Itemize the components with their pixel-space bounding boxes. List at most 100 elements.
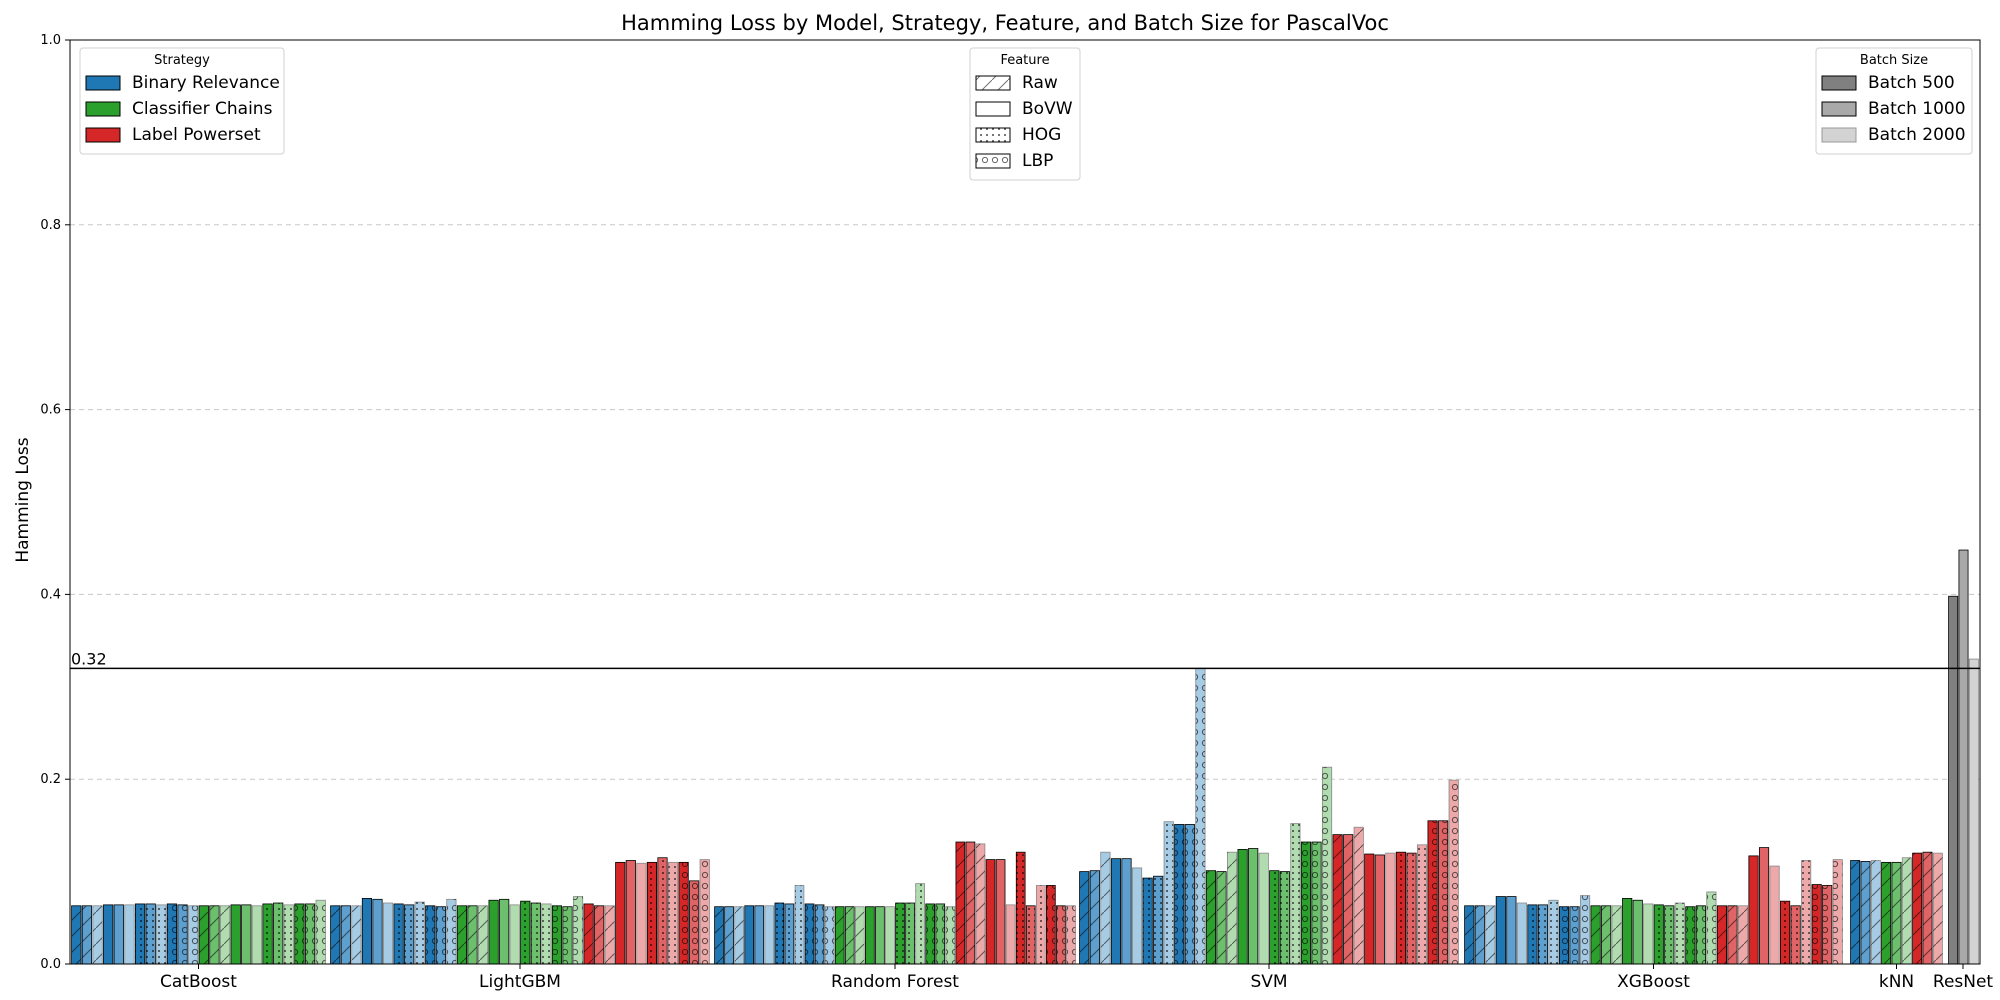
- bar-hatch: [1290, 823, 1301, 964]
- bar-hatch: [209, 905, 220, 964]
- bar: [1131, 867, 1143, 965]
- bar-hatch: [541, 903, 552, 964]
- bar-hatch: [1464, 905, 1474, 964]
- y-axis-label: Hamming Loss: [13, 437, 33, 562]
- reference-line-label: 0.32: [71, 649, 107, 668]
- bar-hatch: [805, 903, 814, 964]
- bar: [103, 904, 114, 965]
- bar: [1758, 847, 1770, 965]
- bar: [625, 860, 636, 965]
- bar-hatch: [1185, 824, 1195, 964]
- bar: [1968, 658, 1979, 965]
- bar-hatch: [1548, 900, 1559, 964]
- bar-hatch: [1601, 905, 1611, 964]
- bar-hatch: [135, 903, 145, 964]
- bar: [488, 899, 499, 965]
- bar-hatch: [835, 906, 845, 964]
- bar-hatch: [330, 905, 340, 964]
- bar: [1495, 896, 1506, 965]
- bar: [1374, 854, 1385, 965]
- bar-hatch: [945, 906, 955, 964]
- bar-hatch: [1485, 905, 1495, 964]
- bar-hatch: [1142, 878, 1153, 964]
- y-tick-label: 0.2: [40, 772, 61, 787]
- x-tick-label: ResNet: [1933, 972, 1994, 992]
- reference-line-group: 0.32: [70, 649, 1980, 670]
- bar-hatch: [1912, 853, 1922, 964]
- y-tick-label: 1.0: [40, 33, 61, 48]
- bar-hatch: [1801, 860, 1811, 964]
- x-tick-label: SVM: [1250, 972, 1287, 992]
- bar-hatch: [700, 859, 710, 964]
- bar-hatch: [1833, 859, 1843, 964]
- y-tick-label: 0.0: [40, 957, 61, 972]
- bar-hatch: [1850, 860, 1860, 964]
- legend-label: Batch 500: [1868, 73, 1955, 93]
- bar-hatch: [341, 905, 351, 964]
- bar-hatch: [1580, 895, 1590, 964]
- bar: [764, 905, 775, 965]
- bar: [499, 898, 510, 965]
- bar-hatch: [294, 903, 305, 964]
- bar-hatch: [220, 905, 230, 964]
- legends: Strategy Binary Relevance Classifier Chain…: [79, 47, 1973, 181]
- bar-hatch: [1871, 860, 1881, 964]
- bar: [744, 905, 755, 965]
- bar-hatch: [562, 906, 573, 964]
- legend-label: Batch 2000: [1868, 125, 1966, 145]
- bar-hatch: [1311, 842, 1322, 964]
- bar-hatch: [71, 905, 82, 964]
- bar-hatch: [1174, 824, 1184, 964]
- bar-hatch: [273, 903, 283, 964]
- x-tick-label: XGBoost: [1617, 972, 1690, 992]
- bar-hatch: [1206, 870, 1216, 964]
- bar-hatch: [784, 903, 794, 964]
- bar-hatch: [1100, 852, 1111, 964]
- bar-hatch: [82, 905, 92, 964]
- legend-label: LBP: [1022, 151, 1053, 171]
- bar-hatch: [1664, 905, 1674, 964]
- bar-hatch: [724, 906, 734, 964]
- bar-hatch: [315, 900, 326, 964]
- bar-hatch: [1216, 871, 1227, 964]
- bar: [875, 906, 885, 965]
- x-tick-label: LightGBM: [479, 972, 561, 992]
- legend-title: Batch Size: [1860, 53, 1928, 68]
- bar-hatch: [1569, 906, 1580, 964]
- bar-hatch: [436, 906, 446, 964]
- bar-hatch: [262, 903, 273, 964]
- bar-hatch: [915, 883, 925, 964]
- bar-hatch: [1527, 904, 1538, 964]
- bar-hatch: [415, 902, 425, 964]
- bar-hatch: [145, 903, 156, 964]
- bar-hatch: [156, 904, 167, 964]
- bar: [1110, 858, 1122, 965]
- bar: [1958, 549, 1969, 965]
- bar: [1748, 855, 1759, 965]
- bar-hatch: [1538, 904, 1548, 964]
- bar-hatch: [1449, 780, 1459, 964]
- bar-hatch: [1922, 852, 1933, 964]
- bar-hatch: [1280, 871, 1290, 964]
- bar-hatch: [1881, 862, 1891, 964]
- bar-hatch: [657, 857, 668, 964]
- bar-hatch: [478, 905, 488, 964]
- bar-hatch: [678, 862, 689, 964]
- legend-label: Batch 1000: [1868, 99, 1966, 119]
- bar-hatch: [1427, 820, 1438, 964]
- bar-hatch: [594, 905, 604, 964]
- bar-hatch: [1016, 852, 1026, 964]
- bar-hatch: [1675, 903, 1685, 964]
- bar-hatch: [605, 905, 615, 964]
- bar-hatch: [305, 903, 315, 964]
- y-tick-label: 0.8: [40, 218, 61, 233]
- legend-swatch: [1821, 127, 1857, 143]
- bar-hatch: [1056, 905, 1066, 964]
- bar-hatch: [531, 903, 541, 964]
- bar: [1121, 858, 1132, 965]
- bar-hatch: [855, 906, 865, 964]
- bar: [1005, 904, 1016, 965]
- legend-label: HOG: [1022, 125, 1061, 145]
- bar-hatch: [1090, 870, 1100, 964]
- bar-hatch: [1891, 862, 1902, 964]
